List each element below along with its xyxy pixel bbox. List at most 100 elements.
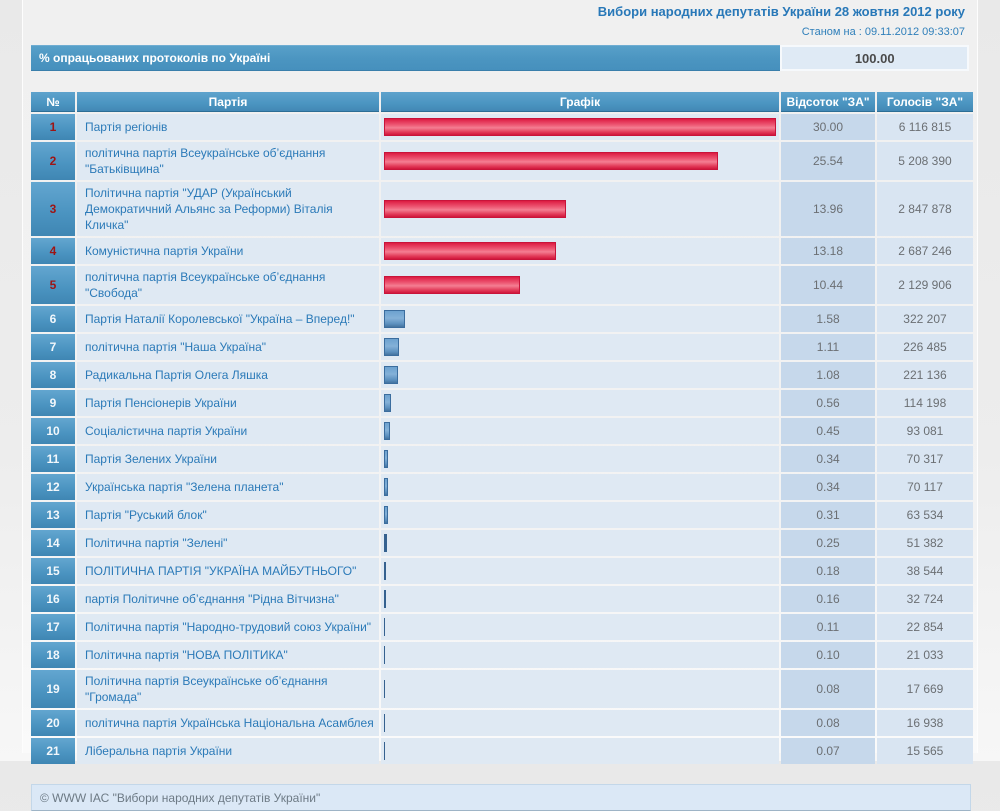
party-bar-cell bbox=[381, 474, 779, 500]
party-bar-cell bbox=[381, 334, 779, 360]
column-header-graph: Графік bbox=[381, 92, 779, 112]
party-name[interactable]: партія Політичне об’єднання "Рідна Вітчи… bbox=[77, 586, 379, 612]
party-bar bbox=[384, 506, 388, 524]
votes-value: 2 129 906 bbox=[877, 266, 973, 304]
percent-value: 0.07 bbox=[781, 738, 875, 764]
party-bar bbox=[384, 152, 718, 170]
row-number: 11 bbox=[31, 446, 75, 472]
party-name[interactable]: Політична партія Всеукраїнське об’єднанн… bbox=[77, 670, 379, 708]
party-bar-cell bbox=[381, 238, 779, 264]
row-number: 7 bbox=[31, 334, 75, 360]
party-bar bbox=[384, 394, 391, 412]
party-name[interactable]: Партія регіонів bbox=[77, 114, 379, 140]
party-bar bbox=[384, 478, 388, 496]
votes-value: 21 033 bbox=[877, 642, 973, 668]
party-name[interactable]: Радикальна Партія Олега Ляшка bbox=[77, 362, 379, 388]
party-bar bbox=[384, 680, 385, 698]
party-bar-cell bbox=[381, 710, 779, 736]
percent-value: 13.96 bbox=[781, 182, 875, 236]
party-bar bbox=[384, 742, 385, 760]
votes-value: 38 544 bbox=[877, 558, 973, 584]
party-bar-cell bbox=[381, 446, 779, 472]
votes-value: 70 117 bbox=[877, 474, 973, 500]
party-bar bbox=[384, 310, 405, 328]
percent-value: 1.11 bbox=[781, 334, 875, 360]
party-bar bbox=[384, 618, 385, 636]
party-bar bbox=[384, 242, 556, 260]
column-header-party: Партія bbox=[77, 92, 379, 112]
page-header: Вибори народних депутатів України 28 жов… bbox=[31, 4, 969, 38]
votes-value: 32 724 bbox=[877, 586, 973, 612]
row-number: 15 bbox=[31, 558, 75, 584]
party-bar-cell bbox=[381, 558, 779, 584]
votes-value: 6 116 815 bbox=[877, 114, 973, 140]
party-bar bbox=[384, 200, 566, 218]
status-timestamp: Станом на : 09.11.2012 09:33:07 bbox=[801, 26, 965, 38]
party-name[interactable]: Політична партія "Народно-трудовий союз … bbox=[77, 614, 379, 640]
party-bar-cell bbox=[381, 142, 779, 180]
party-name[interactable]: Соціалістична партія України bbox=[77, 418, 379, 444]
party-name[interactable]: Політична партія "Зелені" bbox=[77, 530, 379, 556]
party-name[interactable]: Комуністична партія України bbox=[77, 238, 379, 264]
party-bar bbox=[384, 590, 386, 608]
protocols-label: % опрацьованих протоколів по Україні bbox=[31, 45, 781, 71]
party-name[interactable]: Партія Зелених України bbox=[77, 446, 379, 472]
row-number: 8 bbox=[31, 362, 75, 388]
party-bar bbox=[384, 366, 398, 384]
party-name[interactable]: політична партія Українська Національна … bbox=[77, 710, 379, 736]
party-name[interactable]: політична партія "Наша Україна" bbox=[77, 334, 379, 360]
percent-value: 0.18 bbox=[781, 558, 875, 584]
row-number: 3 bbox=[31, 182, 75, 236]
row-number: 1 bbox=[31, 114, 75, 140]
percent-value: 0.16 bbox=[781, 586, 875, 612]
votes-value: 17 669 bbox=[877, 670, 973, 708]
party-bar bbox=[384, 450, 388, 468]
row-number: 6 bbox=[31, 306, 75, 332]
percent-value: 0.08 bbox=[781, 710, 875, 736]
percent-value: 0.34 bbox=[781, 446, 875, 472]
votes-value: 114 198 bbox=[877, 390, 973, 416]
row-number: 12 bbox=[31, 474, 75, 500]
party-bar-cell bbox=[381, 642, 779, 668]
party-bar bbox=[384, 714, 385, 732]
page-container: Вибори народних депутатів України 28 жов… bbox=[22, 0, 978, 811]
party-name[interactable]: Партія Пенсіонерів України bbox=[77, 390, 379, 416]
party-name[interactable]: Партія "Руський блок" bbox=[77, 502, 379, 528]
row-number: 19 bbox=[31, 670, 75, 708]
votes-value: 5 208 390 bbox=[877, 142, 973, 180]
party-bar-cell bbox=[381, 614, 779, 640]
party-name[interactable]: Політична партія "НОВА ПОЛІТИКА" bbox=[77, 642, 379, 668]
row-number: 14 bbox=[31, 530, 75, 556]
party-name[interactable]: політична партія Всеукраїнське об’єднанн… bbox=[77, 142, 379, 180]
percent-value: 0.45 bbox=[781, 418, 875, 444]
party-name[interactable]: Ліберальна партія України bbox=[77, 738, 379, 764]
percent-value: 0.34 bbox=[781, 474, 875, 500]
party-bar bbox=[384, 276, 520, 294]
party-bar-cell bbox=[381, 738, 779, 764]
percent-value: 0.25 bbox=[781, 530, 875, 556]
party-bar-cell bbox=[381, 390, 779, 416]
percent-value: 1.58 bbox=[781, 306, 875, 332]
party-name[interactable]: політична партія Всеукраїнське об’єднанн… bbox=[77, 266, 379, 304]
party-bar-cell bbox=[381, 182, 779, 236]
party-name[interactable]: Політична партія "УДАР (Український Демо… bbox=[77, 182, 379, 236]
percent-value: 13.18 bbox=[781, 238, 875, 264]
percent-value: 0.11 bbox=[781, 614, 875, 640]
party-bar bbox=[384, 534, 387, 552]
party-name[interactable]: Партія Наталії Королевської "Україна – В… bbox=[77, 306, 379, 332]
party-bar bbox=[384, 646, 385, 664]
party-bar-cell bbox=[381, 418, 779, 444]
party-bar-cell bbox=[381, 266, 779, 304]
party-name[interactable]: Українська партія "Зелена планета" bbox=[77, 474, 379, 500]
party-bar bbox=[384, 562, 386, 580]
protocols-value: 100.00 bbox=[780, 45, 969, 71]
row-number: 20 bbox=[31, 710, 75, 736]
row-number: 17 bbox=[31, 614, 75, 640]
percent-value: 1.08 bbox=[781, 362, 875, 388]
row-number: 10 bbox=[31, 418, 75, 444]
row-number: 9 bbox=[31, 390, 75, 416]
protocols-summary-row: % опрацьованих протоколів по Україні 100… bbox=[31, 45, 969, 71]
party-name[interactable]: ПОЛІТИЧНА ПАРТІЯ "УКРАЇНА МАЙБУТНЬОГО" bbox=[77, 558, 379, 584]
page-title: Вибори народних депутатів України 28 жов… bbox=[597, 4, 965, 19]
party-bar-cell bbox=[381, 114, 779, 140]
